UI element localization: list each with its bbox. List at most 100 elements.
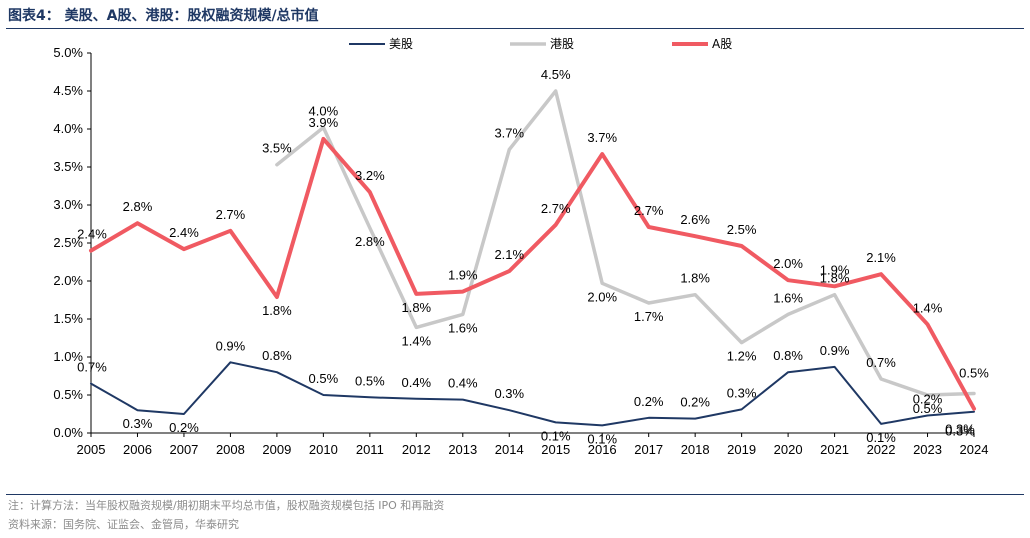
x-tick-label: 2010 <box>309 442 338 457</box>
data-label-a: 1.9% <box>820 262 850 277</box>
data-label-us: 0.9% <box>216 338 246 353</box>
data-label-a: 0.3% <box>945 422 975 437</box>
y-tick-label: 3.0% <box>53 197 83 212</box>
y-tick-label: 2.0% <box>53 273 83 288</box>
data-label-hk: 2.8% <box>355 234 385 249</box>
data-label-us: 0.4% <box>401 375 431 390</box>
y-tick-label: 4.0% <box>53 121 83 136</box>
x-tick-label: 2023 <box>913 442 942 457</box>
chart-axes: 0.0% 0.5% 1.0% 1.5% 2.0% 2.5% 3.0% 3.5% 4.0% 4.5%… <box>53 45 988 457</box>
x-tick-label: 2006 <box>123 442 152 457</box>
y-tick-label: 0.5% <box>53 387 83 402</box>
data-label-a: 2.7% <box>216 207 246 222</box>
y-tick-label: 2.5% <box>53 235 83 250</box>
data-label-us: 0.9% <box>820 343 850 358</box>
data-label-a: 2.1% <box>494 247 524 262</box>
data-label-us: 0.2% <box>913 392 943 407</box>
x-tick-label: 2011 <box>356 442 384 457</box>
data-label-hk: 1.8% <box>820 271 850 286</box>
data-label-hk: 3.5% <box>262 141 292 156</box>
data-label-a: 1.4% <box>913 300 943 315</box>
x-tick-label: 2013 <box>448 442 477 457</box>
x-tick-label: 2024 <box>960 442 989 457</box>
data-label-a: 1.8% <box>262 303 292 318</box>
data-label-a: 3.9% <box>309 115 339 130</box>
footer-rule <box>6 494 1024 495</box>
x-tick-label: 2007 <box>169 442 198 457</box>
data-label-hk: 1.6% <box>448 320 478 335</box>
chart-title: 图表4： 美股、A股、港股：股权融资规模/总市值 <box>8 8 319 24</box>
x-tick-label: 2012 <box>402 442 431 457</box>
source-note: 资料来源：国务院、证监会、金管局，华泰研究 <box>8 518 239 531</box>
data-label-hk: 4.5% <box>541 67 571 82</box>
data-label-a: 2.7% <box>541 201 571 216</box>
data-label-a: 2.7% <box>634 203 664 218</box>
data-label-us: 0.2% <box>680 395 710 410</box>
data-label-us: 0.8% <box>773 348 803 363</box>
data-label-hk: 4.0% <box>309 103 339 118</box>
data-label-hk: 1.7% <box>634 309 664 324</box>
y-tick-label: 4.5% <box>53 83 83 98</box>
y-tick-label: 1.5% <box>53 311 83 326</box>
data-label-a: 2.6% <box>680 212 710 227</box>
data-label-hk: 1.4% <box>401 333 431 348</box>
data-label-a: 2.4% <box>77 227 107 242</box>
x-tick-label: 2016 <box>588 442 617 457</box>
x-tick-label: 2022 <box>867 442 896 457</box>
method-note: 注：计算方法：当年股权融资规模/期初期末平均总市值，股权融资规模包括 IPO 和… <box>8 499 445 512</box>
legend-label-a: A股 <box>712 37 732 51</box>
data-label-a: 2.4% <box>169 225 199 240</box>
data-label-us: 0.2% <box>634 394 664 409</box>
series-line-a <box>89 136 976 411</box>
y-tick-label: 0.0% <box>53 425 83 440</box>
y-tick-label: 1.0% <box>53 349 83 364</box>
data-label-a: 2.0% <box>773 256 803 271</box>
data-label-us: 0.7% <box>77 360 107 375</box>
data-label-us: 0.1% <box>866 430 896 445</box>
data-label-us: 0.2% <box>169 420 199 435</box>
data-label-hk: 1.8% <box>680 271 710 286</box>
data-label-hk: 2.0% <box>587 289 617 304</box>
x-tick-label: 2009 <box>262 442 291 457</box>
data-label-hk: 0.5% <box>959 365 989 380</box>
data-label-hk: 0.5% <box>913 401 943 416</box>
data-label-us: 0.4% <box>448 376 478 391</box>
x-tick-label: 2015 <box>541 442 570 457</box>
x-tick-label: 2021 <box>820 442 849 457</box>
data-label-us: 0.3% <box>945 424 975 439</box>
legend-label-hk: 港股 <box>550 37 574 51</box>
data-label-us: 0.1% <box>541 428 571 443</box>
y-tick-label: 3.5% <box>53 159 83 174</box>
data-label-us: 0.3% <box>123 416 153 431</box>
chart-legend: 美股 港股 A股 <box>349 37 732 51</box>
y-tick-label: 5.0% <box>53 45 83 60</box>
series-line-us <box>90 361 975 427</box>
x-tick-label: 2017 <box>634 442 663 457</box>
chart-data-labels: 0.7%0.3% 0.2%0.9%0.8%0.5% 0.5% 0.4% 0.4%0.3%… <box>77 67 989 446</box>
data-label-a: 3.2% <box>355 168 385 183</box>
title-rule <box>6 28 1024 29</box>
data-label-us: 0.3% <box>727 385 757 400</box>
data-label-hk: 0.7% <box>866 355 896 370</box>
x-tick-label: 2018 <box>681 442 710 457</box>
x-tick-label: 2008 <box>216 442 245 457</box>
data-label-hk: 3.7% <box>494 126 524 141</box>
x-tick-label: 2019 <box>727 442 756 457</box>
data-label-a: 2.5% <box>727 222 757 237</box>
x-tick-label: 2014 <box>495 442 524 457</box>
data-label-hk: 1.6% <box>773 290 803 305</box>
data-label-a: 1.9% <box>448 268 478 283</box>
data-label-a: 1.8% <box>401 300 431 315</box>
series-line-hk <box>275 89 976 397</box>
data-label-a: 3.7% <box>587 130 617 145</box>
x-tick-label: 2005 <box>77 442 106 457</box>
data-label-us: 0.5% <box>309 371 339 386</box>
chart-series <box>89 89 976 427</box>
x-tick-label: 2020 <box>774 442 803 457</box>
line-chart: 0.0% 0.5% 1.0% 1.5% 2.0% 2.5% 3.0% 3.5% 4.0% 4.5%… <box>53 37 989 457</box>
data-label-a: 2.1% <box>866 250 896 265</box>
data-label-us: 0.1% <box>587 431 617 446</box>
data-label-us: 0.5% <box>355 373 385 388</box>
legend-label-us: 美股 <box>389 37 413 51</box>
data-label-hk: 1.2% <box>727 349 757 364</box>
